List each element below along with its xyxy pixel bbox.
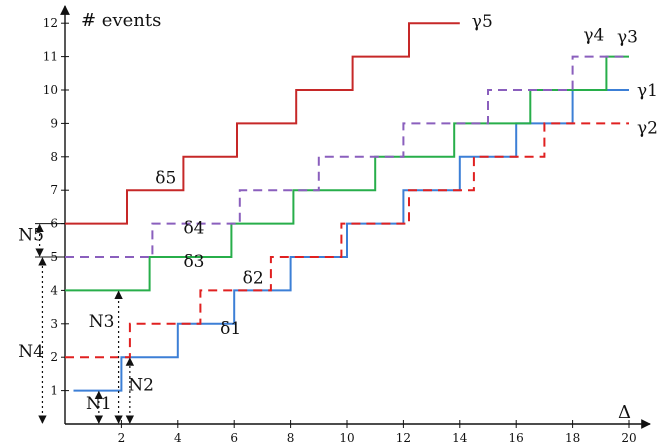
series-label-3: γ3 (617, 28, 638, 48)
y-tick-label: 4 (50, 283, 58, 297)
x-tick-label: 14 (452, 431, 468, 445)
x-tick-label: 4 (174, 431, 182, 445)
y-tick-label: 12 (43, 16, 58, 30)
x-tick-label: 12 (396, 431, 411, 445)
x-axis-title: Δ (618, 402, 631, 423)
series-label-5: γ5 (472, 12, 493, 32)
series-line-4 (65, 55, 624, 258)
series-line-2 (65, 122, 629, 359)
y-tick-label: 1 (50, 384, 58, 398)
y-tick-label: 10 (43, 83, 58, 97)
delta-label-1: δ1 (220, 319, 241, 339)
x-tick-label: 10 (339, 431, 354, 445)
delta-label-4: δ4 (183, 219, 204, 239)
count-label-1: N1 (86, 394, 112, 414)
series-label-1: γ1 (637, 81, 658, 101)
series-label-2: γ2 (637, 118, 658, 138)
series-line-1 (73, 89, 629, 392)
axes (60, 5, 651, 429)
y-tick-label: 3 (50, 317, 58, 331)
x-tick-label: 6 (230, 431, 238, 445)
series-label-4: γ4 (583, 26, 604, 46)
y-tick-label: 9 (50, 116, 58, 130)
delta-label-2: δ2 (243, 269, 264, 289)
x-tick-label: 20 (621, 431, 636, 445)
count-label-4: N4 (18, 342, 44, 362)
count-label-5: N5 (18, 225, 44, 245)
x-tick-label: 2 (118, 431, 126, 445)
count-label-2: N2 (128, 376, 154, 396)
series-line-3 (65, 55, 629, 292)
count-label-3: N3 (89, 312, 115, 332)
annotations: δ1 δ2 δ3 δ4 δ5 N1 N2 N3 N4 N5 (18, 169, 264, 424)
y-tick-label: 7 (50, 183, 58, 197)
delta-label-5: δ5 (155, 169, 176, 189)
x-tick-label: 16 (509, 431, 524, 445)
x-tick-label: 8 (287, 431, 295, 445)
series-lines: γ1 γ2 γ3 γ4 γ5 (65, 12, 658, 392)
y-tick-label: 11 (43, 50, 58, 64)
x-tick-label: 18 (565, 431, 580, 445)
series-line-5 (65, 22, 460, 225)
delta-label-3: δ3 (183, 252, 204, 272)
y-axis-title: # events (81, 10, 161, 31)
y-tick-label: 8 (50, 150, 58, 164)
y-tick-label: 2 (50, 350, 58, 364)
